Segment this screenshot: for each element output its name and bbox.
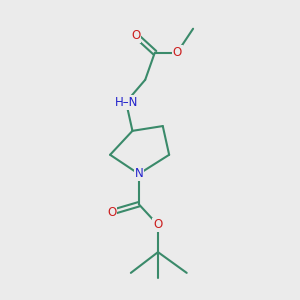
- Text: N: N: [134, 167, 143, 180]
- Text: O: O: [172, 46, 182, 59]
- Text: O: O: [107, 206, 116, 219]
- Text: O: O: [131, 28, 140, 42]
- Text: O: O: [153, 218, 163, 232]
- Text: H–N: H–N: [114, 96, 138, 109]
